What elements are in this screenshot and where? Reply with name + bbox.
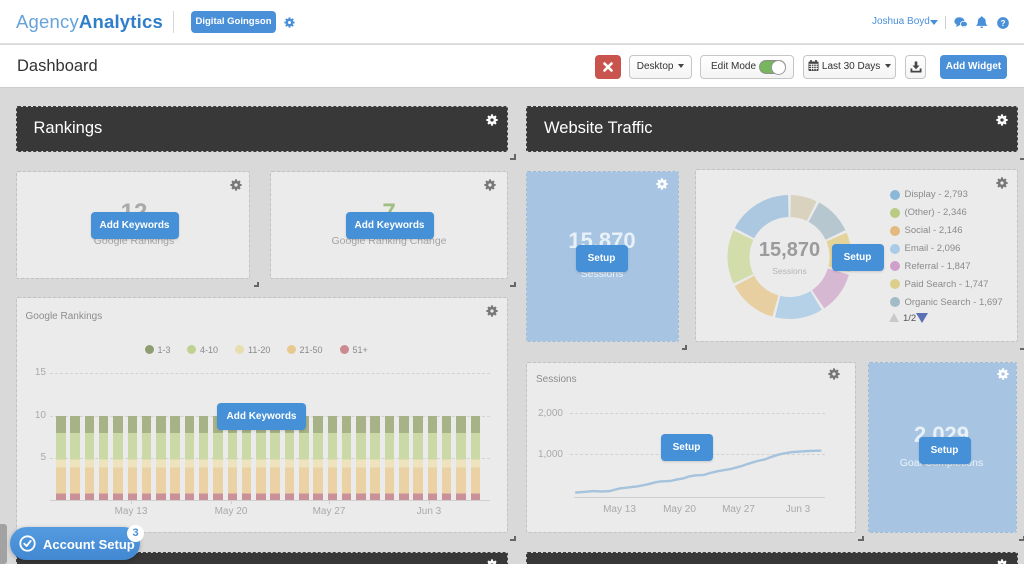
svg-text:?: ? [1000, 19, 1005, 28]
